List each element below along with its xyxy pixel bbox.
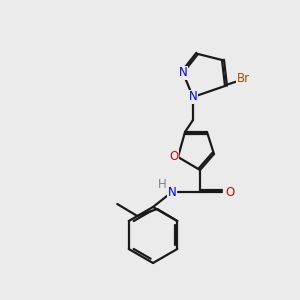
Text: Br: Br	[236, 71, 250, 85]
Text: O: O	[169, 151, 178, 164]
Text: N: N	[178, 67, 188, 80]
Text: N: N	[189, 91, 197, 103]
Text: O: O	[225, 185, 235, 199]
Text: N: N	[168, 185, 176, 199]
Text: H: H	[158, 178, 166, 190]
